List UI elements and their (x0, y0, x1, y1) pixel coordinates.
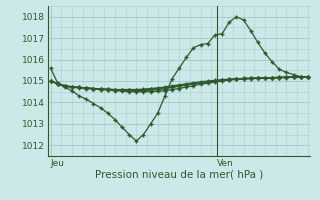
X-axis label: Pression niveau de la mer( hPa ): Pression niveau de la mer( hPa ) (95, 169, 263, 179)
